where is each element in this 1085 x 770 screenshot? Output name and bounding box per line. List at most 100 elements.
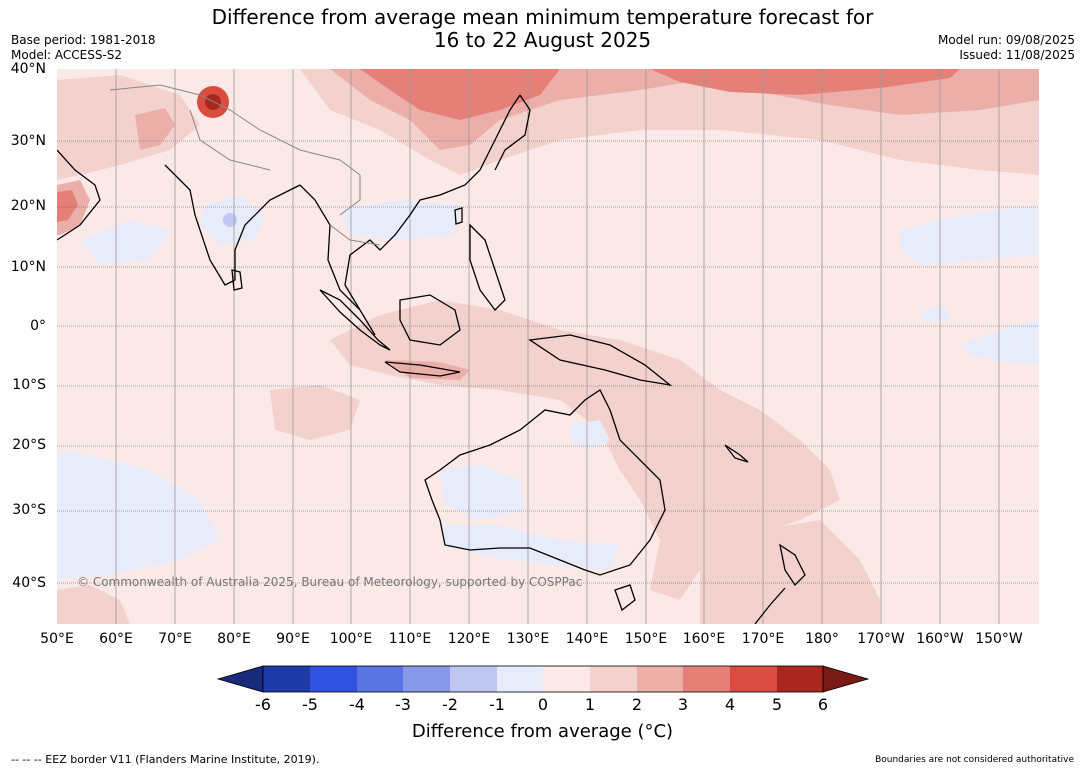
lat-label: 20°S bbox=[12, 437, 46, 453]
colorbar-tick: 0 bbox=[537, 695, 549, 714]
map-plot-area: © Commonwealth of Australia 2025, Bureau… bbox=[57, 69, 1039, 624]
colorbar-tick: -6 bbox=[255, 695, 271, 714]
colorbar-outline bbox=[262, 665, 824, 693]
lon-label: 50°E bbox=[40, 631, 74, 647]
cool-anomaly-south-china-sea bbox=[340, 200, 460, 240]
colorbar-swatch bbox=[730, 666, 777, 692]
base-period: Base period: 1981-2018 bbox=[11, 33, 156, 47]
lat-label: 30°S bbox=[12, 502, 46, 518]
colorbar-swatch bbox=[637, 666, 683, 692]
colorbar-tick: 6 bbox=[817, 695, 829, 714]
lat-label: 20°N bbox=[10, 198, 46, 214]
colorbar-tick: 3 bbox=[677, 695, 689, 714]
lon-label: 70°E bbox=[158, 631, 192, 647]
colorbar-swatch bbox=[777, 666, 823, 692]
cool-anomaly-western-australia bbox=[440, 465, 525, 520]
model-run: Model run: 09/08/2025 bbox=[937, 33, 1075, 47]
lat-label: 0° bbox=[30, 318, 46, 334]
cool-anomaly-india-core bbox=[223, 213, 237, 227]
colorbar-tick: -5 bbox=[302, 695, 318, 714]
lon-label: 80°E bbox=[217, 631, 251, 647]
lon-label: 90°E bbox=[276, 631, 310, 647]
colorbar-swatch bbox=[590, 666, 637, 692]
lon-label: 170°E bbox=[741, 631, 785, 647]
coastline-borneo bbox=[399, 294, 461, 346]
coastline-java bbox=[384, 361, 461, 377]
colorbar-tick: -2 bbox=[442, 695, 458, 714]
lon-label: 150°W bbox=[975, 631, 1023, 647]
warm-anomaly-northwest-pacific bbox=[650, 69, 960, 95]
colorbar-tick: -1 bbox=[489, 695, 505, 714]
coastline-japan bbox=[494, 94, 531, 171]
cool-anomaly-arafura bbox=[570, 420, 610, 450]
warm-anomaly-indian-ocean bbox=[270, 385, 360, 440]
lon-label: 140°E bbox=[565, 631, 609, 647]
colorbar-swatch bbox=[497, 666, 543, 692]
warm-anomaly-arabia-core bbox=[57, 190, 78, 222]
colorbar-under-arrow bbox=[216, 665, 264, 693]
lon-label: 120°E bbox=[447, 631, 491, 647]
coastline-southeast-asia bbox=[299, 94, 521, 336]
coastline-australia bbox=[424, 389, 666, 576]
lon-label: 60°E bbox=[99, 631, 133, 647]
colorbar-tick: 4 bbox=[724, 695, 736, 714]
colorbar-swatch bbox=[310, 666, 357, 692]
copyright-notice: © Commonwealth of Australia 2025, Bureau… bbox=[77, 575, 582, 589]
boundaries-disclaimer: Boundaries are not considered authoritat… bbox=[875, 755, 1074, 765]
coastlines bbox=[57, 94, 806, 624]
colorbar-tick: -3 bbox=[395, 695, 411, 714]
lat-label: 30°N bbox=[10, 133, 46, 149]
model-name: Model: ACCESS-S2 bbox=[11, 48, 123, 62]
coastline-tasmania bbox=[614, 584, 636, 612]
lat-label: 10°S bbox=[12, 377, 46, 393]
coastline-sri-lanka bbox=[231, 269, 243, 291]
lon-label: 100°E bbox=[329, 631, 373, 647]
chart-title-line1: Difference from average mean minimum tem… bbox=[211, 5, 874, 29]
colorbar bbox=[216, 665, 870, 693]
warm-anomaly-middle-east bbox=[57, 75, 200, 180]
cool-anomaly-east-pacific bbox=[960, 320, 1039, 365]
colorbar-swatch bbox=[683, 666, 730, 692]
colorbar-swatch bbox=[357, 666, 403, 692]
coastline-new-zealand-south bbox=[754, 587, 786, 624]
colorbar-over-arrow bbox=[822, 665, 870, 693]
colorbar-tick: 2 bbox=[631, 695, 643, 714]
issued-date: Issued: 11/08/2025 bbox=[959, 48, 1075, 62]
country-borders bbox=[109, 84, 381, 246]
colorbar-tick: 5 bbox=[771, 695, 783, 714]
chart-title-line2: 16 to 22 August 2025 bbox=[433, 28, 652, 52]
warm-anomaly-south-indian bbox=[57, 585, 130, 624]
lat-gridlines bbox=[57, 140, 1039, 584]
cool-anomaly-south-indian-ocean bbox=[57, 450, 220, 580]
colorbar-tick: -4 bbox=[349, 695, 365, 714]
lon-label: 160°W bbox=[916, 631, 964, 647]
lat-label: 10°N bbox=[10, 259, 46, 275]
lon-label: 150°E bbox=[624, 631, 668, 647]
lon-label: 160°E bbox=[682, 631, 726, 647]
cool-anomaly-equatorial-pacific bbox=[900, 205, 1039, 265]
eez-border-legend: -- -- -- EEZ border V11 (Flanders Marine… bbox=[11, 753, 320, 766]
warm-anomaly-pakistan bbox=[135, 108, 175, 150]
lon-gridlines bbox=[115, 69, 1000, 624]
colorbar-tick: 1 bbox=[584, 695, 596, 714]
cool-anomaly-west-pacific bbox=[920, 305, 950, 322]
colorbar-title: Difference from average (°C) bbox=[411, 721, 674, 742]
lon-label: 130°E bbox=[506, 631, 550, 647]
coastline-taiwan bbox=[454, 207, 463, 225]
coastline-arabia bbox=[57, 149, 101, 241]
lon-label: 180° bbox=[805, 631, 839, 647]
lat-label: 40°N bbox=[10, 61, 46, 77]
colorbar-swatch bbox=[543, 666, 590, 692]
coastline-new-caledonia bbox=[724, 444, 749, 463]
coastline-india bbox=[164, 164, 301, 286]
colorbar-swatch bbox=[403, 666, 450, 692]
coastline-new-guinea bbox=[528, 334, 673, 387]
coastline-sumatra bbox=[319, 289, 391, 351]
cool-anomaly-arabian-sea bbox=[80, 220, 170, 265]
coastline-philippines bbox=[469, 223, 506, 311]
coastline-new-zealand-north bbox=[779, 543, 806, 587]
lat-label: 40°S bbox=[12, 575, 46, 591]
warm-anomaly-java bbox=[385, 360, 470, 380]
lon-label: 170°W bbox=[857, 631, 905, 647]
